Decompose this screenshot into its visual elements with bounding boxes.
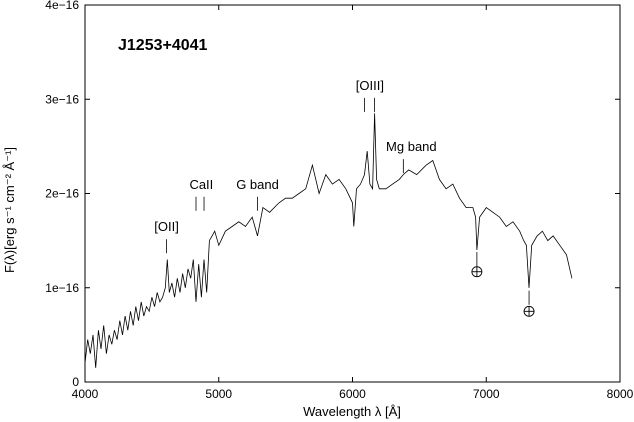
x-tick-label: 7000 (473, 387, 500, 401)
line-label: Mg band (386, 139, 437, 154)
y-axis-ticks: 0 1e−16 2e−16 3e−16 4e−16 (45, 0, 620, 389)
y-tick-label: 4e−16 (45, 0, 79, 12)
x-tick-label: 5000 (205, 387, 232, 401)
object-title: J1253+4041 (118, 37, 208, 54)
x-tick-label: 8000 (607, 387, 634, 401)
telluric-markers (471, 251, 535, 317)
y-tick-label: 3e−16 (45, 92, 79, 106)
x-tick-label: 4000 (72, 387, 99, 401)
spectrum-line (84, 113, 573, 368)
line-label: [OII] (154, 219, 179, 234)
plot-frame (84, 4, 621, 383)
line-label: CaII (189, 177, 213, 192)
y-tick-label: 1e−16 (45, 281, 79, 295)
x-tick-label: 6000 (339, 387, 366, 401)
y-axis-title: F(λ)[erg s⁻¹ cm⁻² Å⁻¹] (2, 147, 17, 273)
line-label: [OIII] (356, 78, 384, 93)
line-annotations: [OII] CaII G band [OIII] Mg band (154, 78, 437, 254)
line-label: G band (236, 177, 279, 192)
x-axis-ticks: 4000 5000 6000 7000 8000 (72, 5, 634, 401)
y-tick-label: 2e−16 (45, 187, 79, 201)
x-axis-title: Wavelength λ [Å] (303, 404, 401, 419)
y-tick-label: 0 (72, 375, 79, 389)
